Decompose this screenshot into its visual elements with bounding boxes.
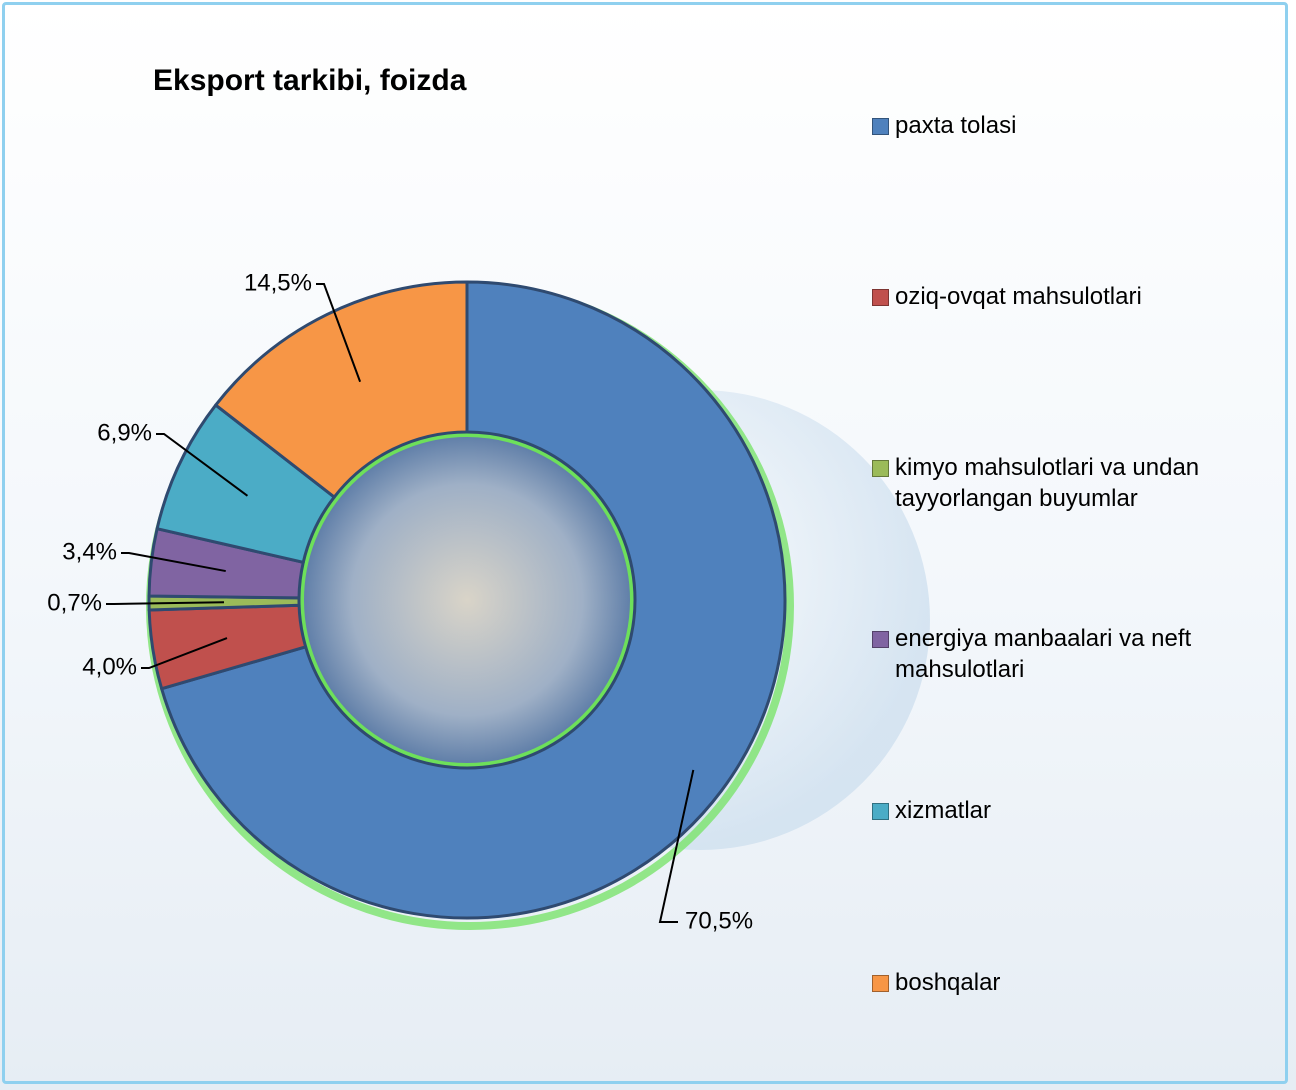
data-label: 70,5% bbox=[685, 907, 753, 934]
legend-item: xizmatlar bbox=[872, 795, 1272, 826]
legend-swatch bbox=[872, 631, 889, 648]
hole-glow bbox=[298, 431, 636, 769]
leader-line bbox=[658, 769, 695, 923]
data-label: 3,4% bbox=[62, 538, 117, 565]
leader-line bbox=[121, 552, 226, 573]
legend-item: paxta tolasi bbox=[872, 110, 1272, 141]
data-label: 6,9% bbox=[97, 419, 152, 446]
data-label: 14,5% bbox=[244, 269, 312, 296]
legend-swatch bbox=[872, 118, 889, 135]
donut-segment bbox=[214, 280, 469, 499]
legend-label: oziq-ovqat mahsulotlari bbox=[895, 283, 1142, 310]
legend-swatch bbox=[872, 975, 889, 992]
legend-label: energiya manbaalari va neft mahsulotlari bbox=[895, 625, 1192, 683]
leader-line bbox=[156, 433, 249, 497]
legend-swatch bbox=[872, 289, 889, 306]
legend-item: energiya manbaalari va neft mahsulotlari bbox=[872, 623, 1272, 685]
data-label: 4,0% bbox=[82, 653, 137, 680]
data-label: 0,7% bbox=[47, 589, 102, 616]
leader-line bbox=[316, 283, 362, 383]
legend-item: oziq-ovqat mahsulotlari bbox=[872, 281, 1272, 312]
donut-segment bbox=[160, 280, 787, 920]
chart-title: Eksport tarkibi, foizda bbox=[153, 64, 467, 97]
legend-label: boshqalar bbox=[895, 969, 1001, 996]
legend-swatch bbox=[872, 460, 889, 477]
legend-item: kimyo mahsulotlari va undan tayyorlangan… bbox=[872, 452, 1272, 514]
leader-line bbox=[106, 601, 225, 605]
leader-line bbox=[141, 637, 228, 669]
donut-hole bbox=[302, 435, 632, 765]
legend-item: boshqalar bbox=[872, 967, 1272, 998]
legend-label: paxta tolasi bbox=[895, 112, 1017, 139]
legend-label: kimyo mahsulotlari va undan tayyorlangan… bbox=[895, 454, 1200, 512]
legend-label: xizmatlar bbox=[895, 797, 992, 824]
legend-swatch bbox=[872, 803, 889, 820]
